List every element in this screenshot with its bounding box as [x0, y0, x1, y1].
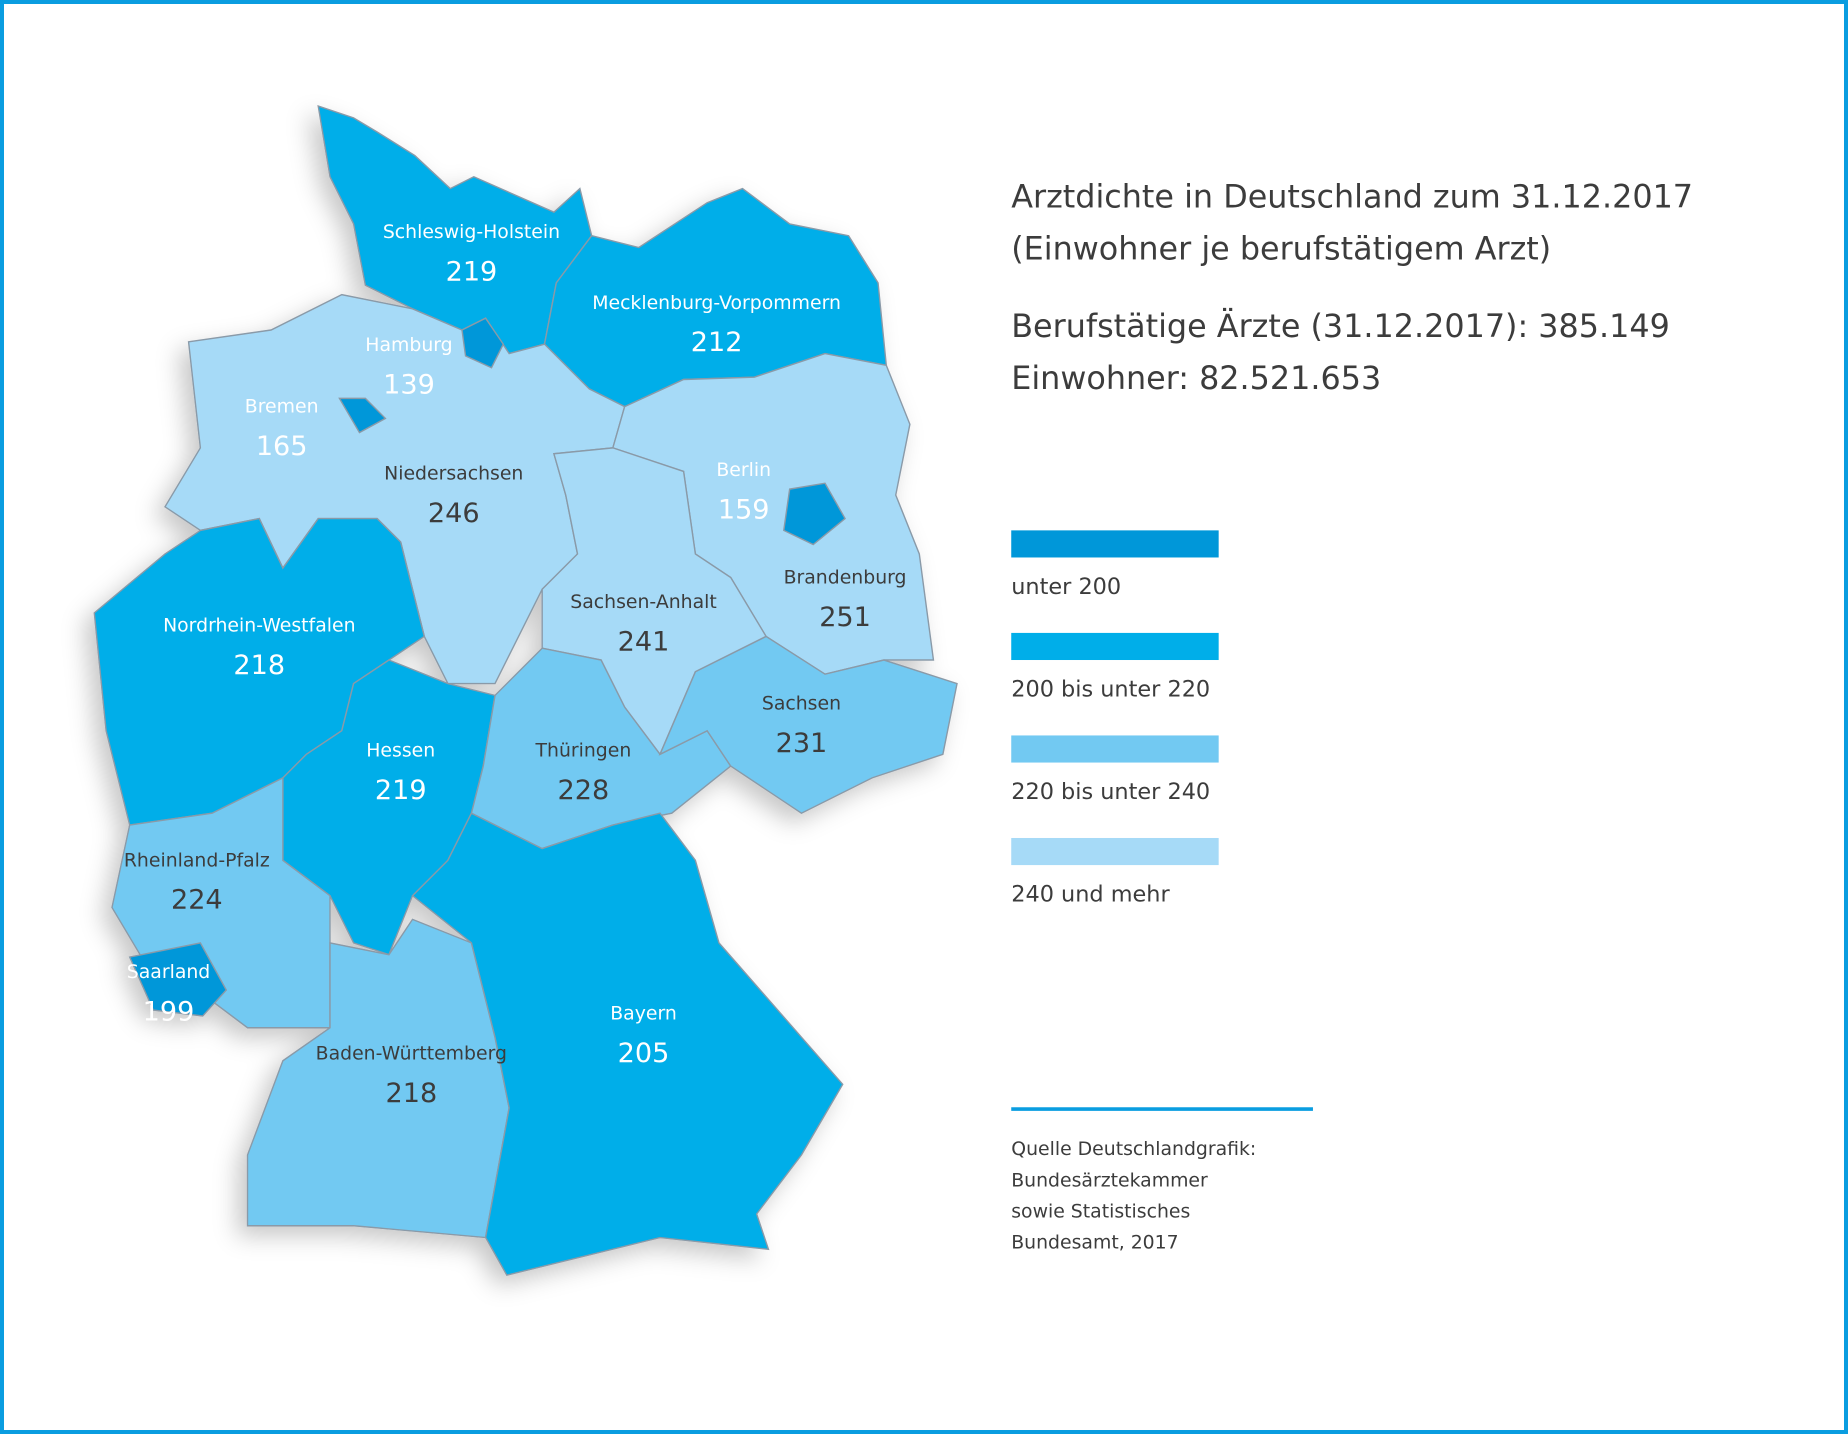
state-name: Sachsen: [762, 694, 841, 715]
state-region: [411, 812, 844, 1277]
state-name: Nordrhein-Westfalen: [163, 616, 355, 637]
title: Arztdichte in Deutschland zum 31.12.2017: [1011, 177, 1693, 215]
state-region: [128, 942, 228, 1017]
state-labels: Schleswig-Holstein 219 Mecklenburg-Vorpomm…: [124, 222, 907, 1109]
legend-swatch: [1011, 530, 1219, 558]
state-region: [782, 482, 846, 546]
source-line: Bundesärztekammer: [1011, 1170, 1208, 1191]
title: (Einwohner je berufstätigem Arzt): [1011, 229, 1551, 267]
source-line: Bundesamt, 2017: [1011, 1233, 1178, 1254]
content: Schleswig-Holstein 219 Mecklenburg-Vorpomm…: [93, 105, 1693, 1277]
state-value: 231: [776, 728, 828, 759]
state-name: Schleswig-Holstein: [383, 222, 560, 243]
state-value: 218: [385, 1078, 437, 1109]
state-value: 251: [819, 602, 871, 633]
legend-label: 240 und mehr: [1011, 882, 1170, 908]
state-value: 219: [375, 775, 427, 806]
state-value: 139: [383, 370, 435, 401]
state-value: 228: [558, 775, 610, 806]
state-value: 241: [618, 627, 670, 658]
legend-label: unter 200: [1011, 574, 1121, 600]
germany-map: [93, 105, 958, 1277]
state-region: [658, 635, 958, 815]
state-value: 219: [446, 257, 498, 288]
state-name: Niedersachsen: [384, 464, 523, 485]
state-value: 224: [171, 885, 223, 916]
state-name: Berlin: [716, 460, 771, 481]
state-value: 205: [618, 1038, 670, 1069]
state-name: Sachsen-Anhalt: [570, 592, 717, 613]
state-value: 159: [718, 495, 770, 526]
state-name: Saarland: [127, 962, 210, 983]
state-region: [338, 397, 387, 434]
stat: Einwohner: 82.521.653: [1011, 359, 1381, 397]
state-name: Bayern: [610, 1003, 677, 1024]
legend-swatch: [1011, 837, 1219, 866]
state-name: Hamburg: [365, 335, 452, 356]
state-name: Rheinland-Pfalz: [124, 850, 270, 871]
source-line: Quelle Deutschlandgrafik:: [1011, 1139, 1256, 1160]
side-panel: Arztdichte in Deutschland zum 31.12.2017…: [1011, 177, 1693, 1254]
state-value: 199: [143, 997, 195, 1028]
legend-swatch: [1011, 632, 1219, 661]
state-name: Bremen: [245, 397, 319, 418]
state-value: 246: [428, 498, 480, 529]
source-line: sowie Statistisches: [1011, 1201, 1190, 1222]
state-value: 218: [233, 650, 285, 681]
stat: Berufstätige Ärzte (31.12.2017): 385.149: [1011, 307, 1670, 345]
state-value: 165: [256, 431, 308, 462]
state-name: Mecklenburg-Vorpommern: [592, 293, 841, 314]
state-name: Thüringen: [534, 741, 631, 762]
state-name: Brandenburg: [784, 567, 907, 588]
legend-label: 200 bis unter 220: [1011, 677, 1210, 703]
state-region: [461, 317, 505, 369]
state-name: Hessen: [366, 741, 435, 762]
legend-swatch: [1011, 735, 1219, 763]
state-name: Baden-Württemberg: [316, 1044, 507, 1065]
state-value: 212: [691, 327, 743, 358]
legend-label: 220 bis unter 240: [1011, 779, 1210, 805]
